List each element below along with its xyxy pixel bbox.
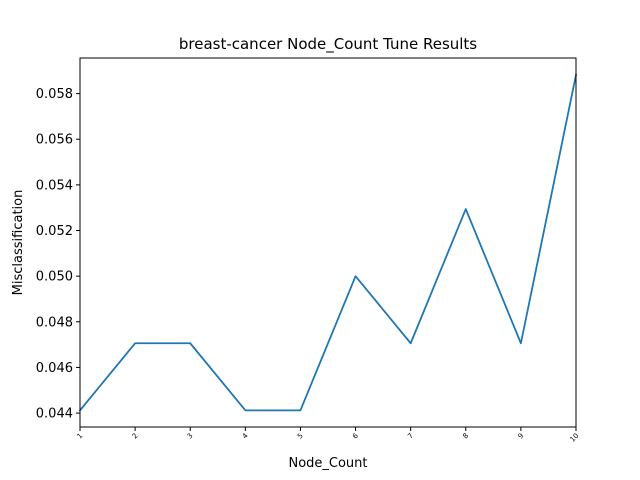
x-tick-label: 9 — [516, 432, 525, 441]
y-tick-label: 0.044 — [36, 407, 73, 422]
x-tick-label: 8 — [461, 432, 470, 441]
y-axis-label: Misclassification — [11, 190, 26, 296]
y-tick-label: 0.052 — [36, 224, 73, 239]
y-tick-label: 0.056 — [36, 133, 73, 148]
x-tick-label: 6 — [351, 431, 360, 440]
x-tick-label: 10 — [568, 432, 580, 444]
x-tick-label: 5 — [296, 432, 305, 441]
plot-area: 1 2 3 4 5 6 7 8 9 10 0.0440.0460.0480.0500.0520.0… — [36, 57, 580, 444]
x-axis-label: Node_Count — [288, 456, 367, 471]
x-tick-label: 3 — [186, 432, 195, 441]
y-tick-label: 0.054 — [36, 178, 73, 193]
x-tick-label: 2 — [131, 432, 140, 441]
y-tick-label: 0.046 — [36, 361, 73, 376]
x-tick-label: 7 — [406, 432, 415, 441]
chart-title: breast-cancer Node_Count Tune Results — [179, 35, 477, 54]
series-layer — [78, 73, 578, 412]
x-tick-label: 1 — [76, 432, 85, 441]
y-tick-label: 0.050 — [36, 270, 73, 285]
series-line — [78, 73, 578, 412]
y-tick-label: 0.048 — [36, 315, 73, 330]
x-tick-label: 4 — [241, 431, 250, 440]
y-axis-ticks: 0.044 0.046 0.048 0.050 0.052 0.054 0.056 0.058 — [36, 87, 80, 422]
x-axis-ticks: 1 2 3 4 5 6 7 8 9 10 — [76, 427, 580, 444]
axes-frame — [79, 57, 577, 428]
y-tick-label: 0.058 — [36, 87, 73, 102]
